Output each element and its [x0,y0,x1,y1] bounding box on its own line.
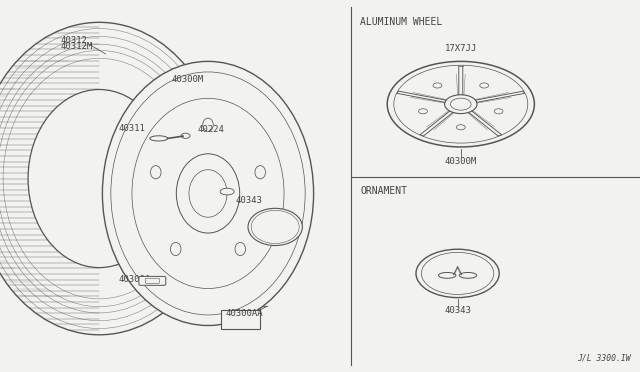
Text: 40312M: 40312M [61,42,93,51]
Ellipse shape [220,188,234,195]
Ellipse shape [0,22,224,335]
Text: 40311: 40311 [118,124,145,133]
Text: 40312: 40312 [61,36,88,45]
Text: 40300M: 40300M [172,76,204,84]
FancyBboxPatch shape [221,310,260,329]
Text: 40300A: 40300A [118,275,150,284]
Ellipse shape [28,90,170,267]
Text: 40300M: 40300M [445,157,477,166]
Text: 40300AA: 40300AA [225,309,263,318]
Ellipse shape [150,136,168,141]
Ellipse shape [248,208,302,246]
Text: 40343: 40343 [236,196,262,205]
Text: 17X7JJ: 17X7JJ [445,44,477,53]
Ellipse shape [102,61,314,326]
Text: 40224: 40224 [197,125,224,134]
Text: ORNAMENT: ORNAMENT [360,186,407,196]
FancyBboxPatch shape [139,276,166,285]
Text: J/L 3300.IW: J/L 3300.IW [577,353,630,362]
Text: 40343: 40343 [444,306,471,315]
Text: ALUMINUM WHEEL: ALUMINUM WHEEL [360,17,443,27]
